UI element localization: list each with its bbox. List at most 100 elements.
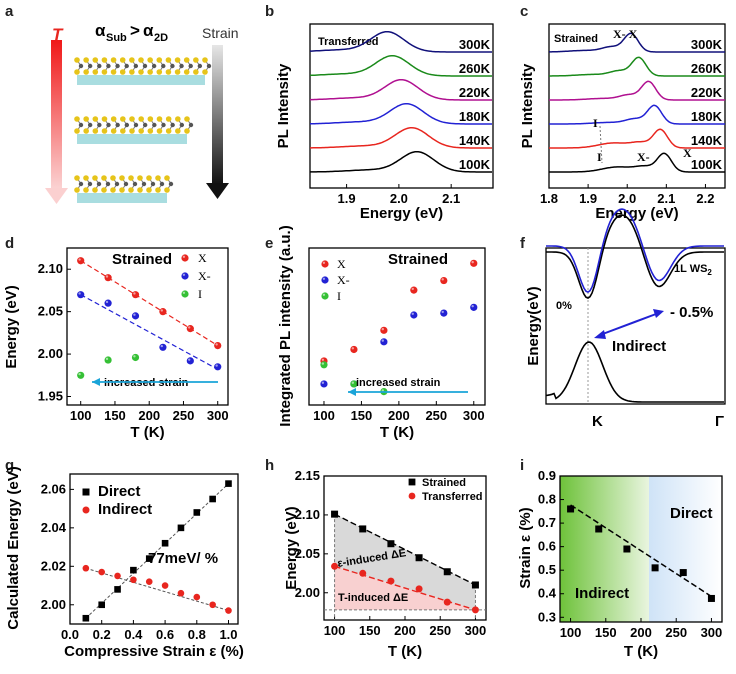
x-tick-label: 2.2 (696, 191, 714, 206)
data-point-highlight (381, 339, 384, 342)
tungsten-atom (78, 63, 84, 69)
sulfur-atom (119, 175, 125, 181)
series-label: 260K (691, 61, 723, 76)
y-axis-label: PL Intensity (519, 63, 536, 148)
data-point (707, 594, 715, 602)
y-tick-label: 0.6 (538, 539, 556, 554)
x-tick-label: 150 (595, 625, 617, 640)
data-point (214, 341, 222, 350)
tungsten-atom (115, 122, 120, 128)
data-point (470, 303, 478, 311)
data-point (161, 539, 169, 547)
data-point (415, 554, 423, 562)
pl-spectrum-300K (549, 32, 725, 53)
x-tick-label: 1.9 (338, 191, 356, 206)
sulfur-atom (92, 128, 99, 134)
y-tick-label: 2.00 (41, 597, 66, 612)
series-label: 220K (459, 85, 491, 100)
conduction-band (546, 208, 724, 294)
data-point-highlight (411, 312, 414, 316)
sulfur-atom (155, 175, 161, 181)
data-point-highlight (322, 293, 326, 296)
tungsten-atom (124, 63, 129, 69)
data-point (114, 572, 121, 580)
trend-line (80, 294, 219, 370)
annotation-text: increased strain (356, 377, 441, 389)
chart-title: Strained (554, 33, 598, 45)
legend-label: X (337, 257, 346, 271)
sulfur-atom (92, 116, 99, 122)
tungsten-atom (141, 181, 147, 187)
trend-line (334, 513, 476, 586)
data-point (98, 601, 105, 609)
legend-label: Strained (422, 477, 466, 489)
sulfur-atom (184, 128, 190, 134)
x-tick-label: 250 (665, 625, 687, 640)
data-point-highlight (78, 292, 81, 295)
y-tick-label: 0.3 (538, 609, 556, 624)
sulfur-atom (175, 128, 181, 134)
y-axis-label: Energy(eV) (525, 286, 542, 365)
data-point (193, 509, 201, 516)
legend-label: Transferred (422, 491, 483, 503)
sulfur-atom (184, 116, 190, 122)
data-point (98, 568, 105, 576)
sulfur-atom (147, 116, 154, 122)
data-point-highlight (182, 273, 186, 276)
strain-arrow-head (206, 183, 229, 199)
conduction-band (546, 214, 724, 300)
data-point-highlight (78, 258, 81, 261)
x-tick-label: 250 (173, 408, 195, 423)
x-axis-label: T (K) (380, 424, 414, 441)
y-axis-label: Energy (eV) (3, 285, 20, 368)
x-tick-label: 200 (394, 623, 416, 638)
tungsten-atom (179, 122, 185, 128)
chart-h-energy-comparison: 100 150 200 250 300 2.00 2.05 2.10 2.15 Energy (e… (283, 468, 487, 660)
data-point-highlight (78, 372, 81, 376)
sulfur-atom (174, 69, 181, 75)
y-tick-label: 0.9 (538, 468, 556, 483)
data-point (181, 254, 189, 262)
y-tick-label: 1.95 (38, 389, 63, 404)
sulfur-atom (120, 116, 126, 122)
zero-strain-label: 0% (556, 300, 572, 312)
x-tick-label: 200 (138, 408, 160, 423)
tungsten-atom (188, 122, 194, 128)
temperature-arrow (51, 40, 62, 190)
data-point (408, 478, 416, 486)
substrate-layer (77, 75, 205, 85)
sulfur-atom (119, 57, 126, 63)
pl-spectrum-260K (549, 56, 725, 77)
series-label: 100K (691, 157, 723, 172)
x-tick-label: 100 (560, 625, 582, 640)
series-label: 140K (459, 133, 491, 148)
sulfur-atom (174, 57, 181, 63)
x-tick-label: 1.9 (579, 191, 597, 206)
y-tick-label: 2.05 (295, 546, 320, 561)
data-point (380, 338, 388, 346)
indirect-label: Indirect (612, 338, 666, 355)
data-point (77, 291, 85, 299)
data-point (321, 260, 329, 268)
data-point (177, 524, 185, 532)
y-tick-label: 2.00 (295, 585, 320, 600)
data-point (209, 601, 216, 609)
tungsten-atom (78, 181, 84, 187)
chart-b-transferred-pl: 1.9 2.0 2.1 Transferred PL Intensity Energy (… (275, 23, 494, 222)
data-point (471, 606, 479, 614)
sulfur-atom (147, 128, 154, 134)
sulfur-atom (164, 175, 170, 181)
data-point (114, 586, 121, 593)
sulfur-atom (83, 128, 89, 134)
substrate-layer (77, 134, 187, 144)
data-point-highlight (105, 275, 109, 278)
series-label: 260K (459, 61, 491, 76)
data-point-highlight (322, 261, 326, 264)
annotation-arrowhead (348, 388, 356, 396)
tungsten-atom (206, 63, 212, 69)
data-point-highlight (441, 310, 444, 314)
sulfur-atom (83, 187, 89, 193)
tungsten-atom (97, 63, 102, 69)
sulfur-atom (138, 69, 144, 75)
sulfur-atom (83, 175, 89, 181)
